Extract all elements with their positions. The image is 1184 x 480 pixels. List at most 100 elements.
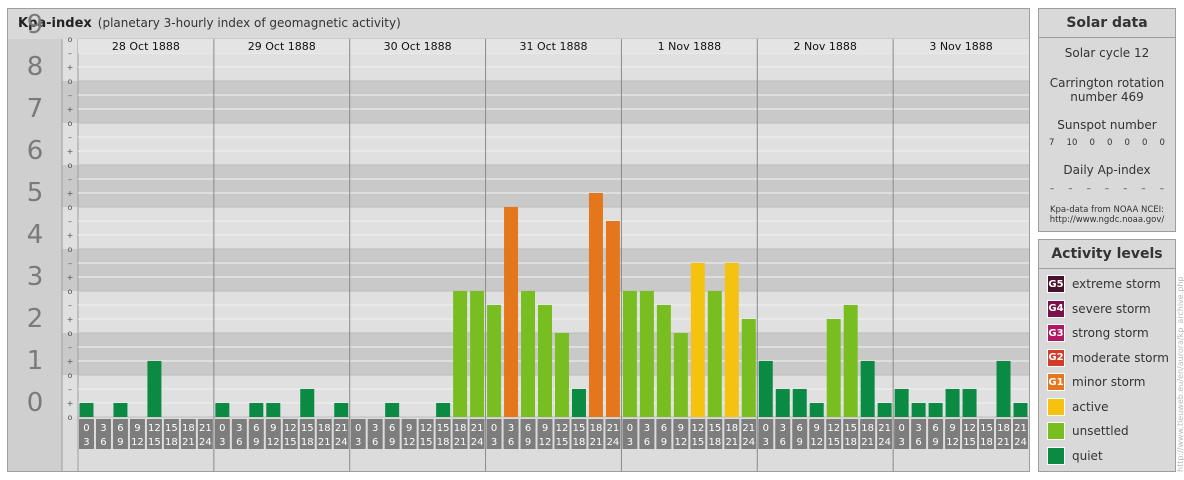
solar-data-panel: Solar data Solar cycle 12 Carrington rot…	[1038, 8, 1176, 232]
kp-band	[8, 81, 1029, 123]
hour-end-label: 12	[946, 437, 959, 448]
hour-cell	[503, 419, 519, 449]
hour-start-label: 15	[844, 423, 857, 434]
hour-cell	[435, 419, 451, 449]
hour-end-label: 3	[763, 437, 769, 448]
y-subtick-label: –	[68, 91, 72, 100]
hour-end-label: 21	[590, 437, 603, 448]
day-label: 29 Oct 1888	[248, 40, 316, 53]
kp-band	[8, 207, 1029, 249]
y-tick-label: 8	[27, 52, 44, 82]
hour-end-label: 15	[691, 437, 704, 448]
hour-start-label: 15	[708, 423, 721, 434]
day-label: 1 Nov 1888	[658, 40, 721, 53]
hour-end-label: 21	[725, 437, 738, 448]
ap-index-value: –	[1068, 184, 1073, 194]
hour-end-label: 9	[117, 437, 123, 448]
hour-start-label: 21	[878, 423, 891, 434]
legend-item: G1 minor storm	[1047, 373, 1145, 391]
kp-bar	[877, 403, 892, 417]
legend-label: strong storm	[1072, 326, 1149, 340]
hour-cell	[775, 419, 791, 449]
hour-cell	[639, 419, 655, 449]
hour-cell	[860, 419, 876, 449]
sunspot-value: 0	[1089, 138, 1095, 148]
hour-cell	[571, 419, 587, 449]
kp-bar	[521, 291, 536, 417]
hour-cell	[384, 419, 400, 449]
day-label: 31 Oct 1888	[519, 40, 587, 53]
legend-swatch: G5	[1047, 275, 1065, 293]
kp-bar	[79, 403, 94, 417]
y-subtick-label: o	[68, 161, 73, 170]
kp-bar	[113, 403, 128, 417]
kp-bar	[911, 403, 926, 417]
hour-start-label: 6	[661, 423, 667, 434]
kp-bar	[147, 361, 162, 417]
hour-cell	[520, 419, 536, 449]
hour-cell	[588, 419, 604, 449]
sunspot-value: 0	[1124, 138, 1130, 148]
hour-cell	[537, 419, 553, 449]
kp-bar	[928, 403, 943, 417]
hour-start-label: 3	[915, 423, 921, 434]
y-subtick-label: o	[68, 329, 73, 338]
hour-cell	[758, 419, 774, 449]
chart-title-main: Kpa-index	[18, 16, 92, 31]
hour-cell	[79, 419, 94, 449]
kp-bar	[605, 220, 620, 417]
hour-end-label: 9	[797, 437, 803, 448]
hour-cell	[333, 419, 349, 449]
hour-cell	[418, 419, 434, 449]
kp-bar	[962, 388, 977, 417]
legend-label: severe storm	[1072, 301, 1151, 316]
hour-cell	[197, 419, 213, 449]
y-subtick-label: +	[67, 105, 74, 114]
hour-end-label: 3	[83, 437, 89, 448]
kp-bar	[300, 388, 315, 417]
legend-label: unsettled	[1072, 424, 1129, 438]
legend-item: G3 strong storm	[1047, 324, 1149, 342]
ap-index-value: –	[1123, 184, 1128, 194]
activity-levels-panel: Activity levels G5 extreme storm G4 severe …	[1038, 239, 1176, 472]
hour-end-label: 18	[573, 437, 586, 448]
hour-end-label: 9	[389, 437, 395, 448]
hour-cell	[707, 419, 723, 449]
hour-cell	[673, 419, 689, 449]
y-tick-label: 2	[27, 304, 44, 334]
kpa-chart-panel: Kpa-index (planetary 3-hourly index of ge…	[7, 8, 1030, 472]
legend-swatch	[1047, 446, 1065, 465]
hour-start-label: 0	[83, 423, 89, 434]
kp-bar	[996, 361, 1011, 417]
hour-start-label: 6	[932, 423, 938, 434]
y-tick-label: 3	[27, 262, 44, 292]
hour-end-label: 15	[827, 437, 840, 448]
legend-item: quiet	[1047, 446, 1103, 465]
hour-end-label: 15	[420, 437, 433, 448]
legend-swatch: G4	[1047, 299, 1065, 318]
hour-start-label: 9	[406, 423, 412, 434]
source-line-2: http://www.ngdc.noaa.gov/	[1049, 215, 1165, 225]
hour-start-label: 18	[590, 423, 603, 434]
hour-end-label: 18	[844, 437, 857, 448]
hour-end-label: 9	[525, 437, 531, 448]
y-subtick-label: o	[68, 203, 73, 212]
hour-cell	[928, 419, 944, 449]
day-label: 28 Oct 1888	[112, 40, 180, 53]
kp-band	[8, 249, 1029, 291]
hour-end-label: 18	[980, 437, 993, 448]
kp-bar	[453, 291, 468, 417]
kp-band	[8, 333, 1029, 375]
y-subtick-label: +	[67, 147, 74, 156]
y-subtick-label: +	[67, 357, 74, 366]
source-line-1: Kpa-data from NOAA NCEI:	[1049, 205, 1165, 215]
hour-end-label: 24	[199, 437, 212, 448]
hour-cell	[877, 419, 893, 449]
hour-start-label: 12	[691, 423, 704, 434]
y-subtick-label: o	[68, 413, 73, 422]
hour-cell	[248, 419, 264, 449]
kp-bar	[639, 291, 654, 417]
hour-cell	[622, 419, 638, 449]
hour-start-label: 21	[607, 423, 620, 434]
hour-end-label: 21	[997, 437, 1010, 448]
